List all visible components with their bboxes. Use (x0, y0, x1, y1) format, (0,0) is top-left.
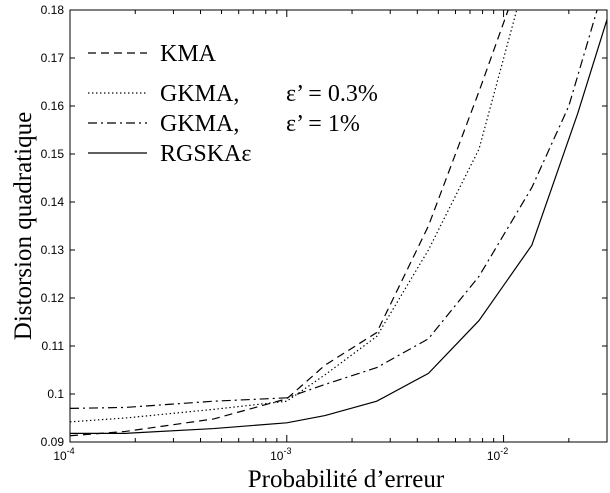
x-tick-exponent: -2 (500, 446, 508, 456)
x-tick-label: 10-4 (53, 446, 74, 463)
legend-epsilon-2: ε’ = 0.3% (286, 81, 378, 107)
series-line-1 (70, 10, 509, 437)
x-tick-label: 10-3 (270, 446, 291, 463)
axis-ticks: 0.09 0.1 0.11 0.12 0.13 0.14 0.15 0.16 0.17 0.18 1… (41, 3, 607, 463)
x-axis-title: Probabilité d’erreur (248, 466, 445, 493)
legend-label-1: KMA (160, 41, 217, 67)
series-line-4 (70, 19, 607, 434)
x-tick-exponent: -4 (67, 446, 75, 456)
legend: KMA GKMA, ε’ = 0.3% GKMA, ε’ = 1% RGSKAε (88, 41, 378, 167)
legend-label-4: RGSKAε (160, 141, 251, 167)
x-tick-base: 10 (487, 449, 501, 463)
legend-epsilon-3: ε’ = 1% (286, 111, 360, 137)
series-line-3 (70, 10, 598, 409)
y-tick-label: 0.11 (42, 339, 65, 353)
series-layer (70, 10, 607, 437)
y-tick-label: 0.13 (41, 243, 65, 257)
x-tick-label: 10-2 (487, 446, 508, 463)
legend-label-2: GKMA, (160, 81, 239, 107)
legend-label-3: GKMA, (160, 111, 239, 137)
y-tick-label: 0.12 (41, 291, 65, 305)
y-tick-label: 0.18 (41, 3, 65, 17)
y-tick-label: 0.1 (47, 387, 64, 401)
y-tick-label: 0.16 (41, 99, 65, 113)
y-tick-label: 0.09 (41, 435, 65, 449)
y-tick-label: 0.17 (41, 51, 65, 65)
y-tick-label: 0.14 (41, 195, 65, 209)
y-tick-label: 0.15 (41, 147, 65, 161)
x-tick-base: 10 (53, 449, 67, 463)
x-tick-base: 10 (270, 449, 284, 463)
series-line-2 (70, 10, 518, 423)
x-tick-exponent: -3 (283, 446, 291, 456)
plot-frame (69, 9, 608, 443)
y-axis-title: Distorsion quadratique (10, 112, 37, 340)
